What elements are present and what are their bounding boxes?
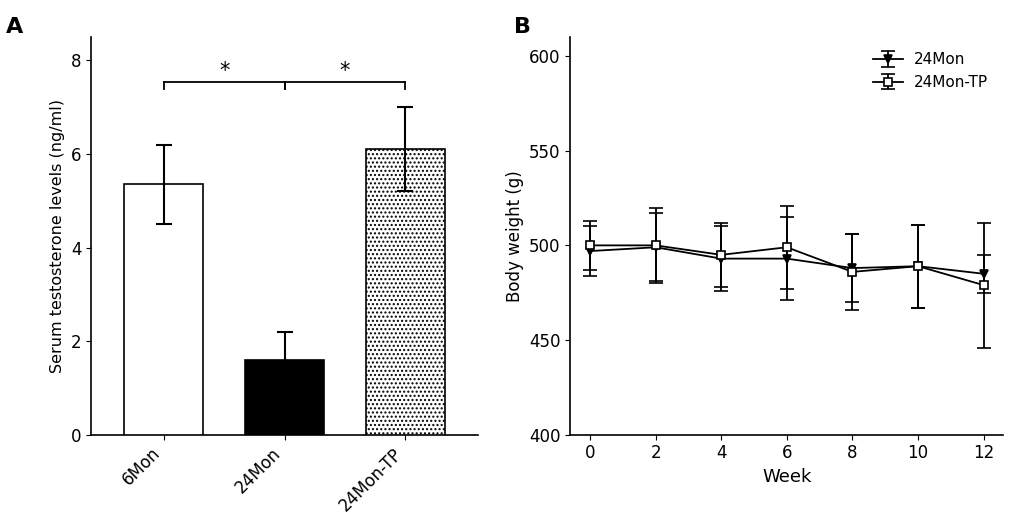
Y-axis label: Body weight (g): Body weight (g) <box>505 170 523 302</box>
Text: *: * <box>219 61 229 81</box>
Text: A: A <box>6 17 23 37</box>
X-axis label: Week: Week <box>761 468 811 486</box>
Bar <box>245 360 323 435</box>
Text: *: * <box>339 61 350 81</box>
Y-axis label: Serum testosterone levels (ng/ml): Serum testosterone levels (ng/ml) <box>50 99 65 373</box>
Bar <box>124 184 203 435</box>
Text: B: B <box>514 17 531 37</box>
Legend: 24Mon, 24Mon-TP: 24Mon, 24Mon-TP <box>864 45 995 98</box>
Bar <box>366 149 444 435</box>
